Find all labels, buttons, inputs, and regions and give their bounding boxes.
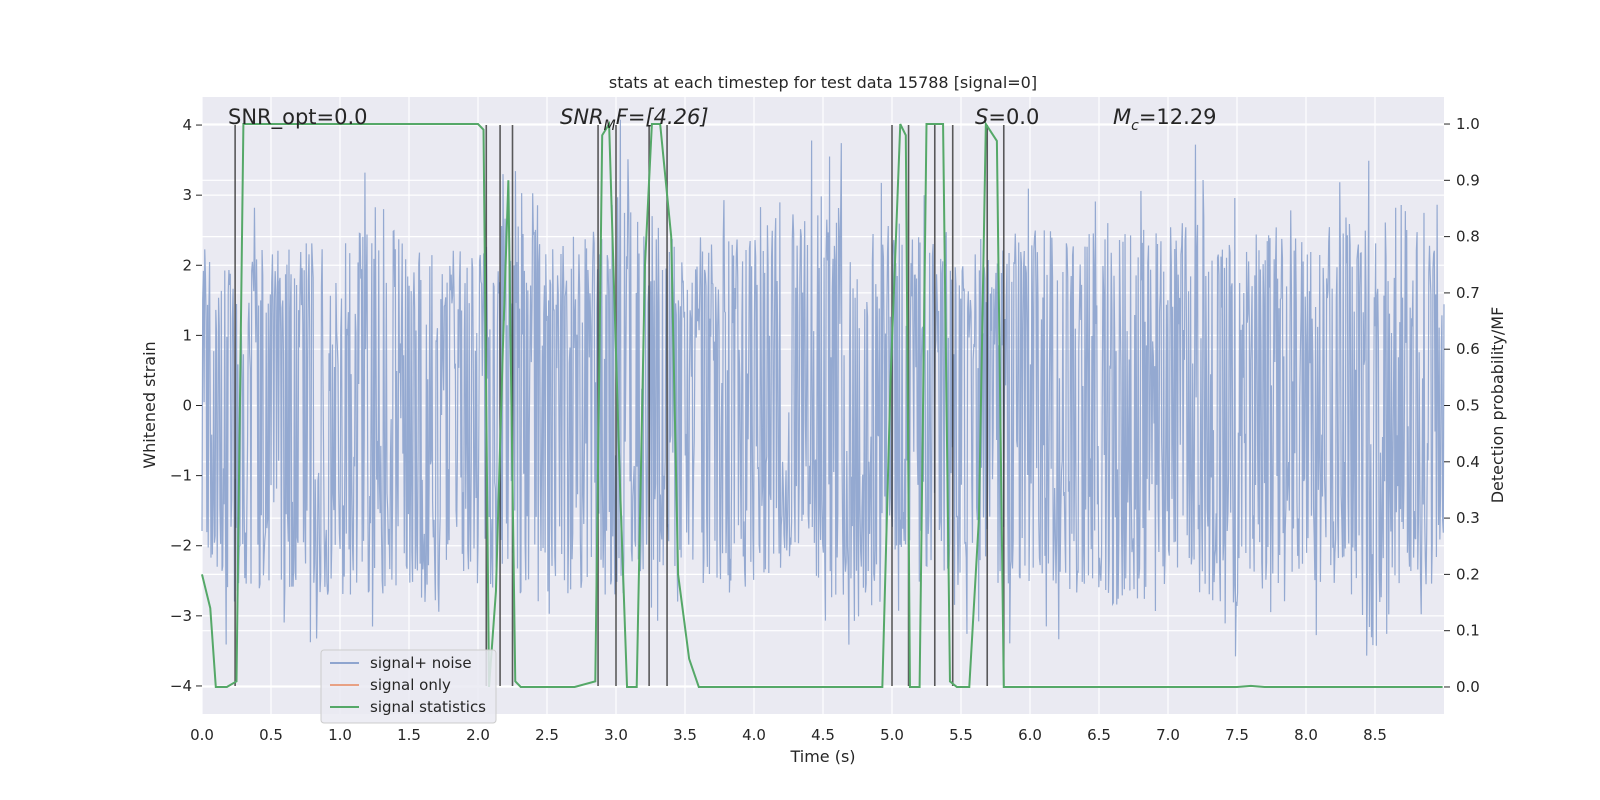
y2-tick-label: 0.7: [1456, 284, 1480, 302]
annotation-s-value: =0.0: [988, 105, 1039, 129]
x-tick-label: 4.5: [811, 726, 835, 744]
noise-series: [201, 119, 1445, 657]
annotation-mc-value: =12.29: [1139, 105, 1217, 129]
noise-line: [201, 119, 1445, 657]
x-tick-label: 1.0: [328, 726, 352, 744]
x-tick-label: 0.5: [259, 726, 283, 744]
y2-tick-label: 0.6: [1456, 340, 1480, 358]
legend-label-signal-statistics: signal statistics: [370, 698, 486, 716]
y-tick-label: 3: [182, 186, 192, 204]
x-tick-label: 4.0: [742, 726, 766, 744]
annotation-snr-opt: SNR_opt=0.0: [228, 105, 368, 130]
ticks: 0.0 0.5 1.0 1.5 2.0 2.5 3.0 3.5 4.0 4.5 5.0 5.5 6.0 6…: [170, 115, 1480, 744]
x-tick-label: 6.0: [1018, 726, 1042, 744]
x-tick-label: 5.0: [880, 726, 904, 744]
annotation-mc: Mc=12.29: [1113, 105, 1217, 134]
y-tick-label: −1: [170, 467, 192, 485]
y-tick-label: 1: [182, 326, 192, 344]
y2-tick-label: 0.9: [1456, 171, 1480, 189]
legend-label-signal-only: signal only: [370, 676, 451, 694]
annotation-snr-mf-sub: M: [604, 118, 616, 134]
x-tick-label: 8.0: [1294, 726, 1318, 744]
chart-title: stats at each timestep for test data 157…: [609, 73, 1037, 92]
y-tick-label: −2: [170, 537, 192, 555]
y2-tick-label: 0.4: [1456, 453, 1480, 471]
y2-tick-label: 0.0: [1456, 678, 1480, 696]
y-tick-label: −3: [170, 607, 192, 625]
y2-tick-label: 0.8: [1456, 228, 1480, 246]
annotation-mc-main: M: [1113, 105, 1131, 129]
x-tick-label: 3.5: [673, 726, 697, 744]
y2-tick-label: 0.1: [1456, 622, 1480, 640]
x-tick-label: 7.0: [1156, 726, 1180, 744]
y-tick-label: −4: [170, 677, 192, 695]
x-tick-label: 8.5: [1363, 726, 1387, 744]
x-tick-label: 7.5: [1225, 726, 1249, 744]
y2-tick-label: 0.3: [1456, 509, 1480, 527]
y2-tick-label: 1.0: [1456, 115, 1480, 133]
x-tick-label: 1.5: [397, 726, 421, 744]
y2-axis-label: Detection probability/MF: [1488, 307, 1507, 504]
annotation-s-italic: S: [975, 105, 988, 129]
y-tick-label: 4: [182, 116, 192, 134]
legend-label-signal-noise: signal+ noise: [370, 654, 472, 672]
legend: signal+ noise signal only signal statist…: [320, 649, 497, 724]
x-tick-label: 0.0: [190, 726, 214, 744]
stat-line: [201, 120, 1443, 688]
y-tick-label: 2: [182, 256, 192, 274]
annotation-snr-mf-f: F=[4.26]: [616, 105, 709, 129]
y-tick-label: 0: [182, 397, 192, 415]
x-tick-label: 2.5: [535, 726, 559, 744]
annotation-s: S=0.0: [975, 105, 1039, 129]
annotation-mc-sub: c: [1131, 118, 1139, 134]
y-axis-label: Whitened strain: [140, 341, 159, 468]
x-tick-label: 2.0: [466, 726, 490, 744]
x-axis-label: Time (s): [789, 747, 855, 766]
x-tick-label: 5.5: [949, 726, 973, 744]
vertical-markers: [234, 125, 1005, 686]
annotation-snr-mf-main: SNR: [560, 105, 604, 129]
x-tick-label: 3.0: [604, 726, 628, 744]
x-tick-label: 6.5: [1087, 726, 1111, 744]
y2-tick-label: 0.2: [1456, 565, 1480, 583]
y2-tick-label: 0.5: [1456, 397, 1480, 415]
legend-box: [320, 649, 497, 724]
annotation-snr-mf: SNRMF=[4.26]: [560, 105, 709, 134]
stat-series: [201, 120, 1443, 688]
